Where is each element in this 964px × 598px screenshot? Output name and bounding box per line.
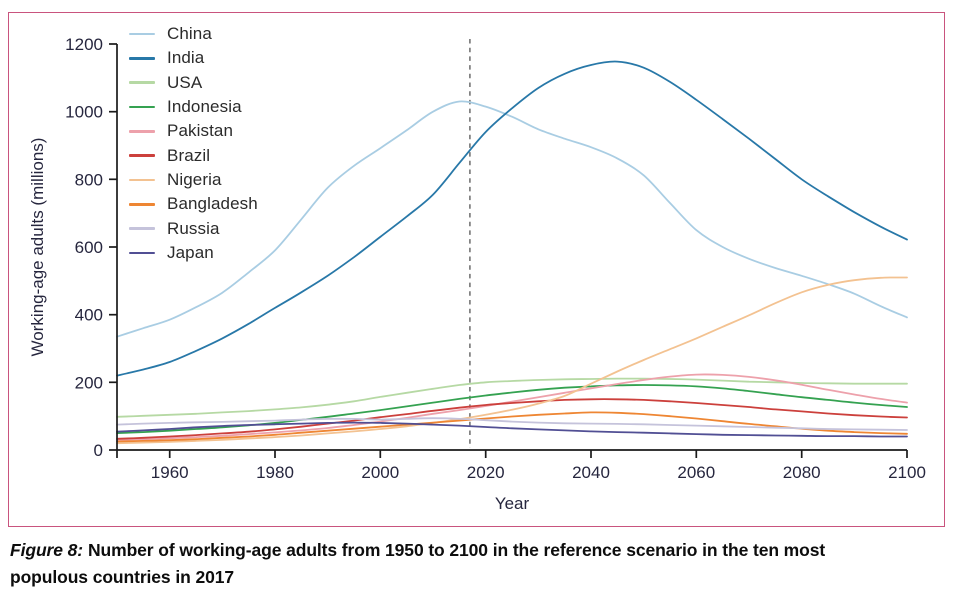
legend-label-pakistan: Pakistan	[167, 121, 234, 141]
series-line-china	[116, 100, 908, 338]
legend-label-usa: USA	[167, 72, 203, 92]
series-line-bangladesh	[116, 411, 908, 443]
y-axis-title: Working-age adults (millions)	[28, 137, 47, 357]
legend: China India USA Indonesia Pakistan Brazil Nige…	[129, 22, 258, 265]
legend-label-brazil: Brazil	[167, 145, 211, 165]
legend-item-china: China	[129, 22, 258, 46]
x-tick-label: 1960	[151, 463, 189, 482]
figure-caption: Figure 8: Number of working-age adults fr…	[10, 537, 878, 591]
legend-label-china: China	[167, 24, 212, 44]
series-line-nigeria	[116, 276, 908, 445]
y-tick-label: 200	[75, 373, 103, 392]
legend-item-brazil: Brazil	[129, 143, 258, 167]
x-tick-label: 1980	[256, 463, 294, 482]
x-tick-label: 2100	[888, 463, 926, 482]
legend-swatch-brazil	[129, 154, 155, 157]
figure-caption-text: Number of working-age adults from 1950 t…	[10, 540, 826, 588]
y-tick-label: 400	[75, 306, 103, 325]
legend-item-indonesia: Indonesia	[129, 95, 258, 119]
legend-swatch-usa	[129, 81, 155, 85]
legend-swatch-india	[129, 57, 155, 60]
legend-item-india: India	[129, 46, 258, 70]
legend-label-japan: Japan	[167, 242, 214, 262]
legend-item-usa: USA	[129, 71, 258, 95]
legend-label-nigeria: Nigeria	[167, 169, 222, 189]
legend-swatch-japan	[129, 251, 155, 255]
series-line-usa	[116, 377, 908, 418]
legend-swatch-nigeria	[129, 178, 155, 182]
legend-swatch-pakistan	[129, 130, 155, 133]
x-tick-label: 2020	[467, 463, 505, 482]
y-tick-label: 800	[75, 170, 103, 189]
y-tick-label: 0	[94, 441, 103, 460]
series-line-russia	[116, 417, 908, 431]
legend-swatch-bangladesh	[129, 202, 155, 206]
y-tick-label: 1200	[65, 35, 103, 54]
legend-swatch-russia	[129, 227, 155, 230]
figure-caption-label: Figure 8:	[10, 540, 83, 560]
legend-swatch-china	[129, 32, 155, 36]
x-tick-label: 2040	[572, 463, 610, 482]
series-line-india	[116, 60, 908, 377]
series-line-japan	[116, 421, 908, 438]
legend-swatch-indonesia	[129, 105, 155, 109]
legend-label-russia: Russia	[167, 218, 220, 238]
legend-label-indonesia: Indonesia	[167, 97, 242, 117]
series-line-brazil	[116, 398, 908, 440]
x-tick-label: 2060	[677, 463, 715, 482]
y-tick-label: 600	[75, 238, 103, 257]
x-axis-title: Year	[494, 494, 530, 513]
series-line-pakistan	[116, 373, 908, 441]
legend-item-bangladesh: Bangladesh	[129, 192, 258, 216]
legend-item-nigeria: Nigeria	[129, 168, 258, 192]
legend-item-russia: Russia	[129, 216, 258, 240]
legend-label-bangladesh: Bangladesh	[167, 194, 258, 214]
x-tick-label: 2000	[361, 463, 399, 482]
legend-item-japan: Japan	[129, 241, 258, 265]
y-tick-label: 1000	[65, 103, 103, 122]
legend-label-india: India	[167, 48, 205, 68]
x-tick-label: 2080	[783, 463, 821, 482]
legend-item-pakistan: Pakistan	[129, 119, 258, 143]
